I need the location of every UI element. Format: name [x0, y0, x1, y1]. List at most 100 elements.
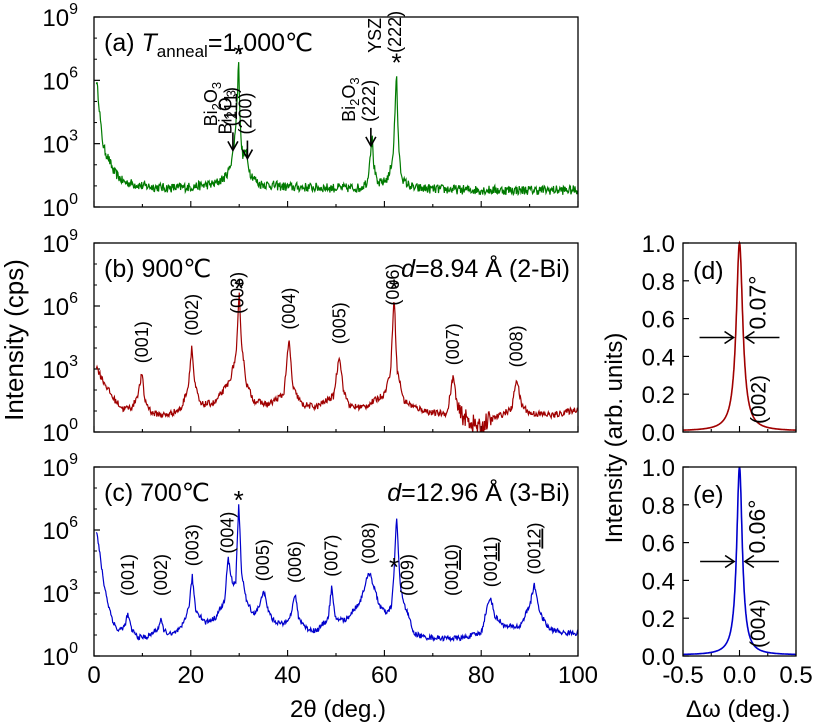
peak-label: (001): [132, 321, 152, 363]
panel-label-c: (c) 700℃: [104, 479, 210, 507]
x-tick-label: 80: [468, 662, 495, 689]
y-tick-label: 103: [42, 577, 78, 608]
y-tick-label: 100: [42, 640, 78, 671]
peak-label: (006): [285, 541, 305, 583]
annotation-text: (200): [235, 93, 255, 135]
annotation-text: Bi2O3: [215, 90, 238, 135]
x-tick-label: -0.5: [662, 662, 703, 689]
y-tick-label: 0.6: [642, 531, 675, 558]
peak-label-text: (001): [132, 321, 152, 363]
y-tick-label: 100: [42, 191, 78, 222]
peak-label: (0012): [524, 523, 544, 575]
annotation-arrowhead: [365, 136, 377, 148]
y-tick-label: 106: [42, 64, 78, 95]
x-tick-label: 0.5: [779, 662, 812, 689]
y-tick-label: 109: [42, 1, 78, 32]
peak-label-text: (005): [329, 302, 349, 344]
y-tick-label: 1.0: [642, 455, 675, 482]
panel-label-e: (e): [693, 481, 724, 509]
y-tick-label: 0.4: [642, 344, 675, 371]
annotation-text: YSZ: [365, 18, 385, 53]
series-line-a: [95, 62, 578, 197]
peak-label-text: (002): [182, 294, 202, 336]
peak-label: (003): [182, 524, 202, 566]
x-tick-label: 0: [87, 662, 100, 689]
annotation-text: (222): [359, 80, 379, 122]
peak-label-text: (005): [253, 539, 273, 581]
fwhm-arrowhead-left: [724, 554, 736, 569]
x-tick-label: 100: [558, 662, 598, 689]
panel-label-d: (d): [693, 257, 724, 285]
y-tick-label: 100: [42, 416, 78, 447]
y-axis-label-left: Intensity (cps): [0, 259, 29, 421]
y-tick-label: 0.2: [642, 606, 675, 633]
peak-label: (003): [228, 272, 248, 314]
fwhm-label-group: 0.07°: [744, 276, 770, 330]
annotation-label: Bi2O3(222): [339, 77, 379, 122]
peak-label-text: (009): [398, 554, 418, 596]
x-tick-label: 20: [177, 662, 204, 689]
peak-label-text: (003): [228, 272, 248, 314]
lattice-spacing-c: d=12.96 Å (3-Bi): [387, 477, 570, 507]
peak-label: (007): [443, 323, 463, 365]
y-tick-label: 1.0: [642, 231, 675, 258]
panel-label-a: (a) Tanneal=1,000℃: [104, 29, 313, 61]
peak-label-text: (007): [322, 535, 342, 577]
y-axis-label-right: Intensity (arb. units): [601, 333, 628, 544]
panel-frame-d: [682, 242, 797, 433]
reflection-label: (002): [747, 375, 770, 424]
annotation-text: (111): [221, 87, 241, 126]
peak-label: (004): [279, 288, 299, 330]
peak-label: (005): [253, 539, 273, 581]
peak-label: (001): [118, 554, 138, 596]
annotation-label: Bi2O3(111): [201, 82, 241, 127]
annotation-text: Bi2O3: [339, 77, 362, 122]
peak-label: (007): [322, 535, 342, 577]
peak-label: (002): [182, 294, 202, 336]
y-tick-label: 109: [42, 451, 78, 482]
peak-label: (009): [398, 554, 418, 596]
peak-label-text: (004): [279, 288, 299, 330]
peak-label: (008): [359, 522, 379, 564]
peak-star: *: [389, 273, 399, 303]
peak-label: (004): [218, 512, 238, 554]
peak-label-text: (0010): [442, 544, 462, 596]
peak-label: (002): [151, 554, 171, 596]
panel-d: 0.0 0.2 0.4 0.6 0.8 1.0 (d) 0.07° (002): [642, 231, 797, 447]
y-tick-label: 0.0: [642, 644, 675, 671]
annotation-arrowhead: [227, 140, 239, 153]
fwhm-arrowhead-right: [743, 554, 755, 569]
y-tick-label: 0.8: [642, 493, 675, 520]
y-tick-label: 106: [42, 514, 78, 545]
x-tick-label: 60: [371, 662, 398, 689]
peak-label-text: (008): [507, 325, 527, 367]
y-tick-label: 103: [42, 353, 78, 384]
fwhm-label: 0.07°: [744, 276, 770, 330]
peak-label-text: (002): [151, 554, 171, 596]
lattice-spacing-b: d=8.94 Å (2-Bi): [401, 253, 570, 283]
fwhm-label-group: 0.06°: [744, 500, 770, 554]
peak-label: (008): [507, 325, 527, 367]
peak-label-text: (004): [218, 512, 238, 554]
annotation-text: (222): [385, 11, 405, 53]
peak-star: *: [234, 485, 244, 515]
peak-label-text: (006): [285, 541, 305, 583]
annotation-label: YSZ (222): [365, 11, 405, 53]
y-tick-label: 0.2: [642, 382, 675, 409]
y-tick-label: 109: [42, 227, 78, 258]
series-line-b: [95, 292, 578, 432]
panel-frame-b: [93, 242, 579, 433]
panel-frame-c: [93, 466, 579, 657]
peak-label-text: (0011): [481, 536, 501, 587]
annotation-text: Bi2O3: [201, 82, 224, 127]
peak-label: (0010): [442, 544, 462, 596]
panel-frame-e: [682, 466, 797, 657]
x-tick-label: 40: [274, 662, 301, 689]
y-tick-label: 103: [42, 128, 78, 159]
series-line-c: [95, 504, 578, 643]
y-tick-label: 0.0: [642, 420, 675, 447]
x-tick-label: 0.0: [723, 662, 756, 689]
